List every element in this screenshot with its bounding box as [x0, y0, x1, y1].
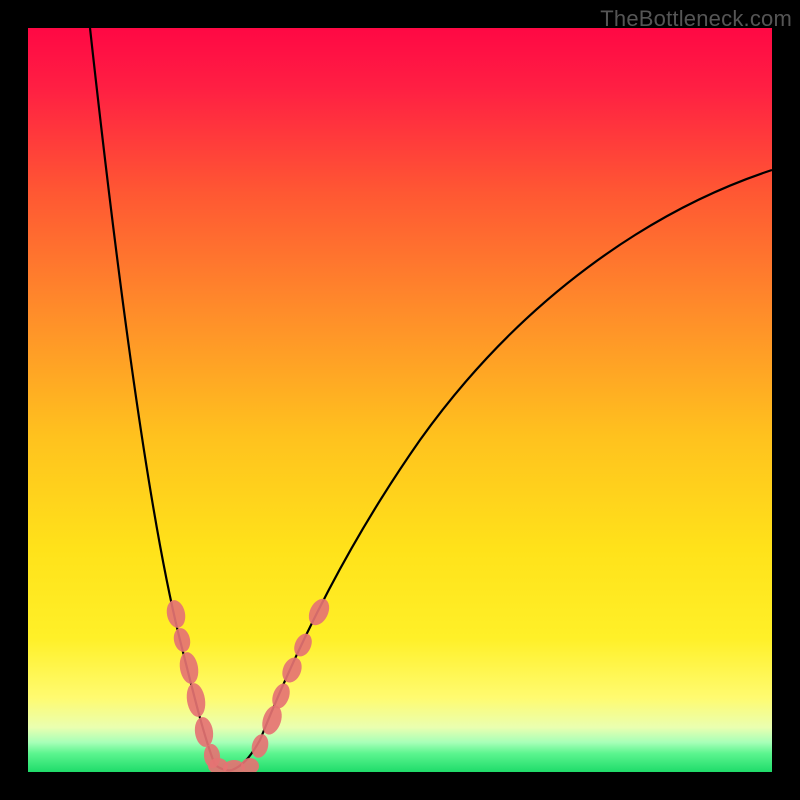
bottleneck-chart [0, 0, 800, 800]
plot-gradient-background [28, 28, 772, 772]
chart-stage: TheBottleneck.com [0, 0, 800, 800]
watermark-text: TheBottleneck.com [600, 6, 792, 32]
